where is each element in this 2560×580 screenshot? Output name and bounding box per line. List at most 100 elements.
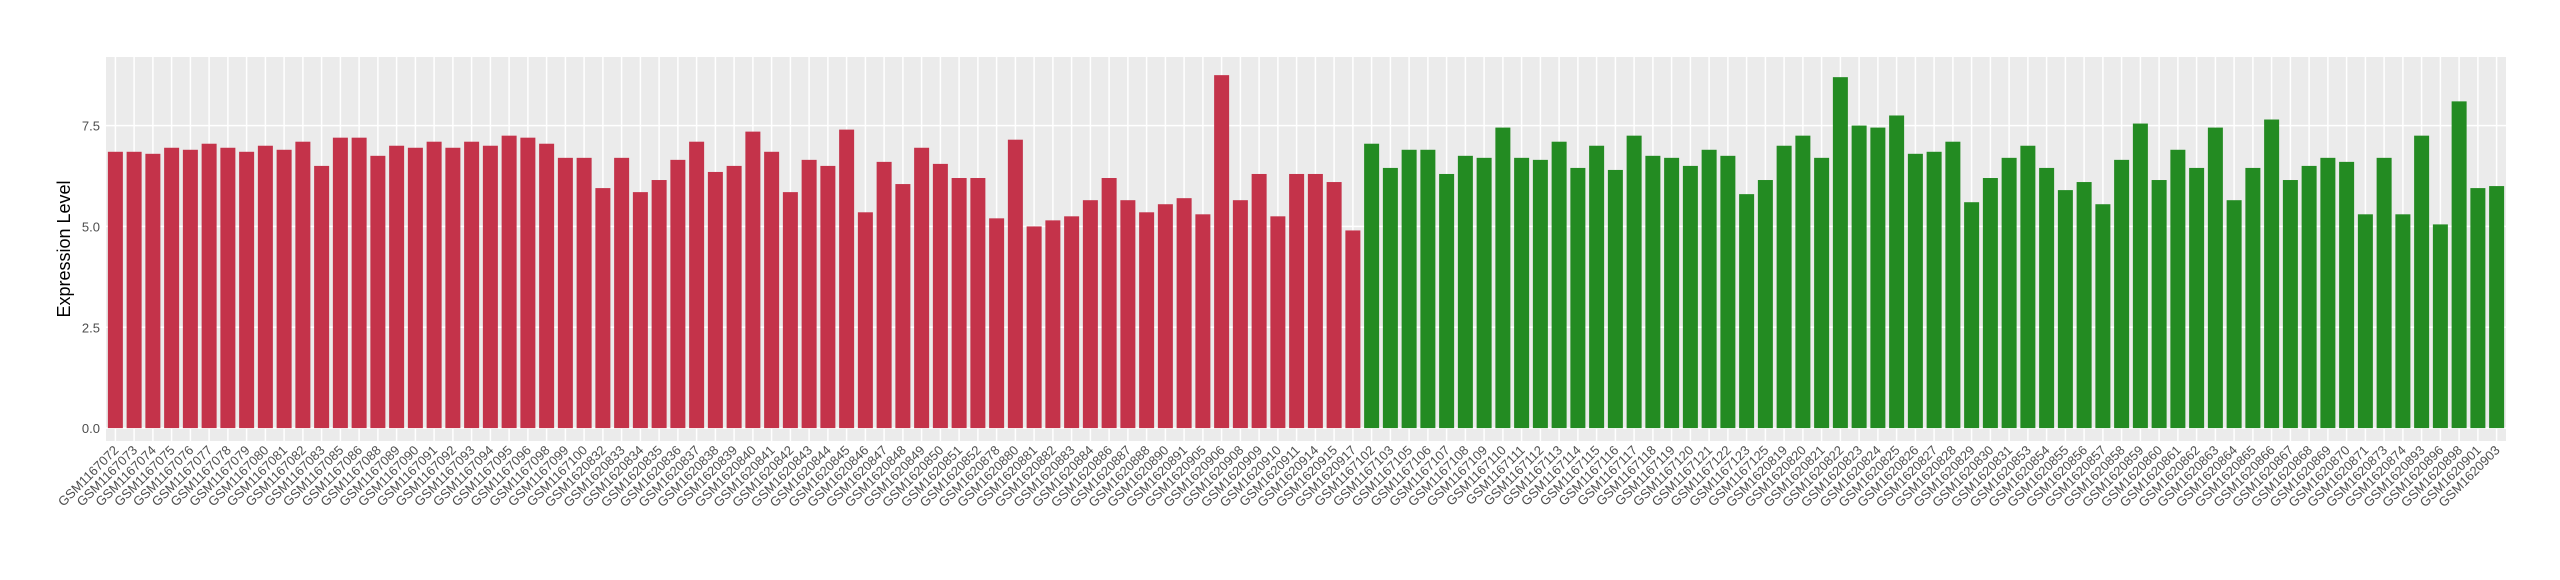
bar	[1982, 178, 1998, 429]
bar	[1926, 151, 1942, 429]
bar	[576, 157, 592, 429]
bar	[445, 147, 461, 429]
y-tick-label: 2.5	[82, 320, 100, 335]
bar	[2339, 161, 2355, 429]
y-tick-label: 5.0	[82, 219, 100, 234]
bar	[407, 147, 423, 429]
bar	[2357, 214, 2373, 429]
bar	[2395, 214, 2411, 429]
bar	[876, 161, 892, 429]
bar	[1476, 157, 1492, 429]
bar	[1232, 200, 1248, 429]
bar	[2114, 159, 2130, 429]
bar	[1064, 216, 1080, 429]
bar	[239, 151, 255, 429]
bar	[2470, 188, 2486, 429]
bar	[689, 141, 705, 429]
bar	[2264, 119, 2280, 429]
bar	[764, 151, 780, 429]
bar	[1776, 145, 1792, 429]
bar	[1757, 180, 1773, 429]
bar	[1345, 230, 1361, 429]
bar	[1251, 173, 1267, 429]
bar	[107, 151, 123, 429]
bar	[726, 165, 742, 429]
bar	[895, 184, 911, 429]
bar	[501, 135, 517, 429]
bar	[651, 180, 667, 429]
bar	[2207, 127, 2223, 429]
bar	[932, 163, 948, 429]
bar	[1401, 149, 1417, 429]
bar	[520, 137, 536, 429]
bar	[1101, 178, 1117, 429]
bar	[2170, 149, 2186, 429]
y-tick-label: 0.0	[82, 421, 100, 436]
bar	[1082, 200, 1098, 429]
bar	[2432, 224, 2448, 429]
bar	[182, 149, 198, 429]
bar	[1289, 173, 1305, 429]
bar	[1195, 214, 1211, 429]
bar	[295, 141, 311, 429]
bar	[989, 218, 1005, 429]
bar	[1607, 169, 1623, 429]
bar	[201, 143, 217, 429]
bar	[351, 137, 367, 429]
bar	[1026, 226, 1042, 429]
bar	[839, 129, 855, 429]
bar	[614, 157, 630, 429]
bar	[1589, 145, 1605, 429]
bar	[370, 155, 386, 429]
bar	[1420, 149, 1436, 429]
bar	[1570, 167, 1586, 429]
bar	[970, 178, 986, 429]
bar	[2001, 157, 2017, 429]
bar	[951, 178, 967, 429]
bar	[1382, 167, 1398, 429]
bar	[1326, 182, 1342, 429]
bar	[820, 165, 836, 429]
bar	[1701, 149, 1717, 429]
bar	[857, 212, 873, 429]
bar	[782, 192, 798, 429]
bar	[1645, 155, 1661, 429]
bar	[2076, 182, 2092, 429]
bar	[2189, 167, 2205, 429]
bar	[1214, 75, 1230, 429]
bar	[2489, 186, 2505, 429]
bar	[257, 145, 273, 429]
y-tick-label: 7.5	[82, 119, 100, 134]
bar	[801, 159, 817, 429]
bar	[332, 137, 348, 429]
bar	[145, 153, 161, 429]
bar	[670, 159, 686, 429]
bar	[1720, 155, 1736, 429]
bar	[1176, 198, 1192, 429]
bar	[1139, 212, 1155, 429]
bar	[314, 165, 330, 429]
bar	[1120, 200, 1136, 429]
bar	[276, 149, 292, 429]
bar	[2245, 167, 2261, 429]
bar	[2057, 190, 2073, 429]
bar	[1795, 135, 1811, 429]
bar	[2151, 180, 2167, 429]
bar	[1532, 159, 1548, 429]
bar	[126, 151, 142, 429]
bar	[2282, 180, 2298, 429]
bar	[1851, 125, 1867, 429]
bar	[2451, 101, 2467, 429]
bar	[1870, 127, 1886, 429]
bar	[1814, 157, 1830, 429]
bar	[1907, 153, 1923, 429]
bar	[1457, 155, 1473, 429]
bar	[1664, 157, 1680, 429]
bar	[1832, 77, 1848, 429]
bar	[745, 131, 761, 429]
bar	[1551, 141, 1567, 429]
bar	[2320, 157, 2336, 429]
bar	[482, 145, 498, 429]
bar	[632, 192, 648, 429]
